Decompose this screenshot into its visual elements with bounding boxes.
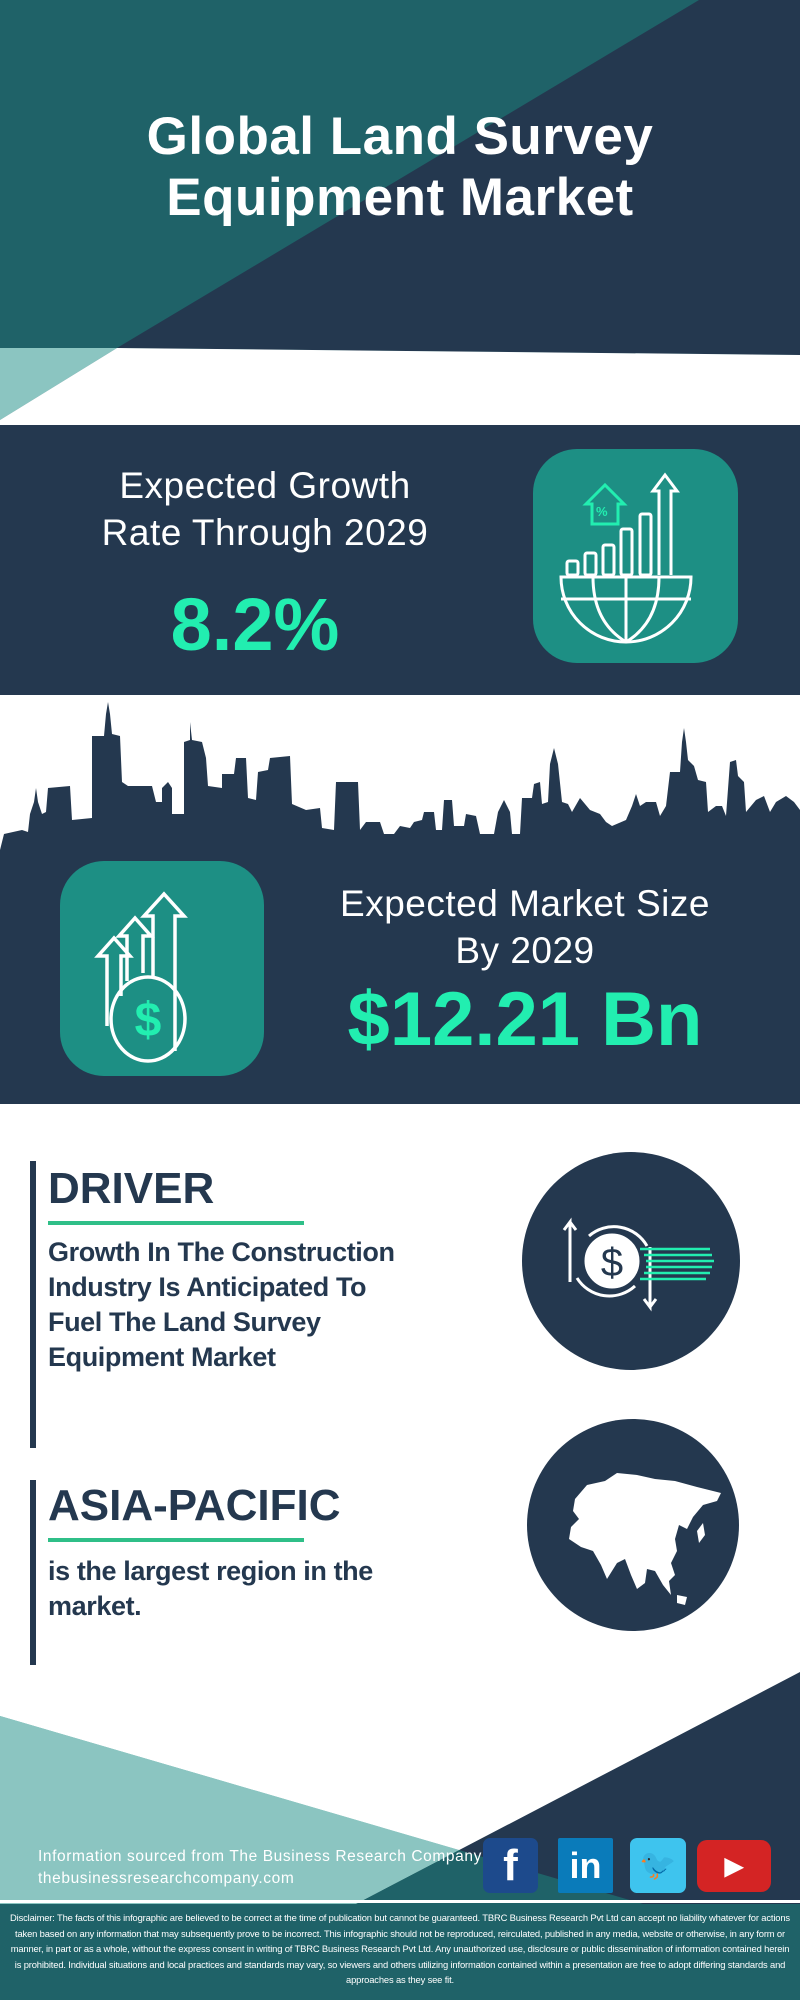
driver-underline	[48, 1221, 304, 1225]
market-label-line-1: Expected Market Size	[340, 883, 710, 924]
footer-background	[0, 1672, 800, 2000]
growth-label-line-1: Expected Growth	[119, 465, 411, 506]
page-title: Global Land Survey Equipment Market	[0, 106, 800, 228]
disclaimer-text: Disclaimer: The facts of this infographi…	[10, 1912, 790, 1985]
driver-line: Industry Is Anticipated To	[48, 1272, 367, 1302]
website-link[interactable]: thebusinessresearchcompany.com	[38, 1870, 295, 1887]
asia-map-icon	[569, 1473, 721, 1605]
linkedin-icon[interactable]: in	[558, 1838, 613, 1893]
driver-text: Growth In The Construction Industry Is A…	[48, 1235, 468, 1375]
growth-icon-box: %	[533, 449, 738, 663]
growth-rate-value: 8.2%	[170, 583, 340, 666]
region-line: market.	[48, 1591, 142, 1621]
region-underline	[48, 1538, 304, 1542]
region-heading: ASIA-PACIFIC	[48, 1481, 341, 1530]
svg-text:$: $	[135, 994, 162, 1047]
market-label-line-2: By 2029	[455, 930, 595, 971]
driver-heading: DRIVER	[48, 1164, 215, 1213]
region-accent-bar	[30, 1480, 36, 1665]
title-line-1: Global Land Survey	[146, 107, 654, 166]
market-size-label: Expected Market Size By 2029	[300, 880, 750, 974]
driver-line: Fuel The Land Survey	[48, 1307, 321, 1337]
globe-growth-chart-icon: %	[559, 472, 693, 644]
region-line: is the largest region in the	[48, 1556, 373, 1586]
title-line-2: Equipment Market	[166, 168, 634, 227]
growth-label-line-2: Rate Through 2029	[101, 512, 429, 553]
market-size-value: $12.21 Bn	[347, 977, 703, 1062]
driver-line: Equipment Market	[48, 1342, 276, 1372]
growth-rate-label: Expected Growth Rate Through 2029	[40, 462, 490, 556]
youtube-icon[interactable]: ▶	[697, 1840, 771, 1892]
driver-icon-circle: $	[522, 1152, 740, 1370]
dollar-exchange-icon: $	[562, 1217, 714, 1312]
money-arrows-up-icon: $	[94, 891, 188, 1063]
driver-line: Growth In The Construction	[48, 1237, 395, 1267]
market-size-icon-box: $	[60, 861, 264, 1076]
source-text: Information sourced from The Business Re…	[38, 1848, 482, 1865]
svg-text:%: %	[596, 504, 608, 519]
header-background	[0, 0, 800, 430]
region-text: is the largest region in the market.	[48, 1554, 468, 1624]
facebook-icon[interactable]: f	[483, 1838, 538, 1893]
region-icon-circle	[527, 1419, 739, 1631]
svg-text:$: $	[601, 1241, 623, 1285]
driver-accent-bar	[30, 1161, 36, 1448]
twitter-icon[interactable]: 🐦	[630, 1838, 686, 1893]
